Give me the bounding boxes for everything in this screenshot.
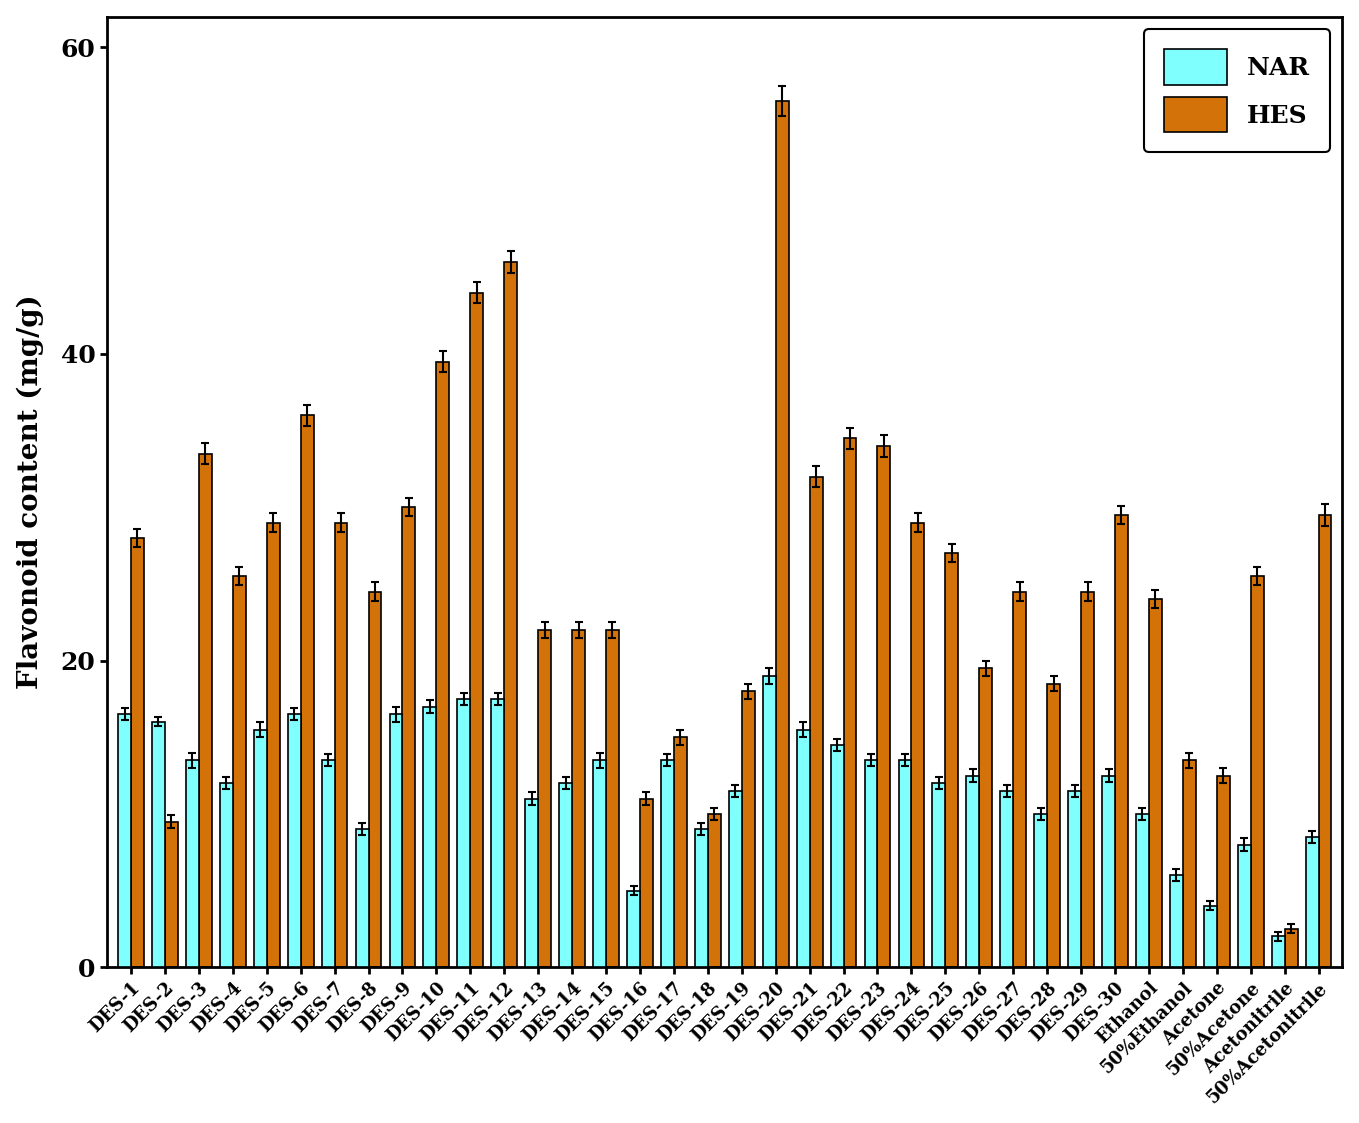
Bar [593,760,606,967]
Bar [606,630,618,967]
Bar [660,760,674,967]
Bar [220,783,232,967]
Bar [164,822,178,967]
Bar [932,783,946,967]
Bar [728,791,742,967]
Bar [1014,592,1026,967]
Bar [198,454,212,967]
Bar [266,522,280,967]
Bar [830,745,844,967]
Bar [130,538,144,967]
Bar [118,714,130,967]
Bar [1136,814,1148,967]
Bar [402,508,416,967]
Bar [1068,791,1080,967]
Bar [390,714,402,967]
Bar [1102,776,1114,967]
Bar [1238,844,1250,967]
Bar [559,783,572,967]
Bar [436,362,450,967]
Bar [626,891,640,967]
Bar [322,760,334,967]
Bar [810,476,822,967]
Bar [1148,600,1162,967]
Bar [538,630,550,967]
Bar [640,798,652,967]
Bar [1170,875,1182,967]
Bar [1318,515,1332,967]
Bar [334,522,348,967]
Bar [1080,592,1094,967]
Bar [796,730,810,967]
Bar [708,814,720,967]
Bar [470,293,484,967]
Bar [864,760,878,967]
Bar [368,592,382,967]
Bar [1114,515,1128,967]
Bar [966,776,980,967]
Bar [1034,814,1048,967]
Bar [492,699,504,967]
Bar [424,706,436,967]
Bar [1204,906,1216,967]
Bar [1306,837,1318,967]
Bar [694,829,708,967]
Bar [980,668,992,967]
Bar [776,101,788,967]
Legend: NAR, HES: NAR, HES [1144,29,1330,153]
Bar [1272,937,1284,967]
Bar [288,714,300,967]
Bar [674,737,686,967]
Bar [300,416,314,967]
Bar [1182,760,1196,967]
Bar [572,630,584,967]
Bar [152,722,164,967]
Bar [254,730,266,967]
Bar [946,554,958,967]
Bar [1048,684,1060,967]
Bar [762,676,776,967]
Bar [1250,576,1264,967]
Bar [1284,929,1298,967]
Bar [898,760,912,967]
Bar [912,522,924,967]
Bar [844,438,856,967]
Bar [458,699,470,967]
Bar [504,262,518,967]
Bar [742,692,754,967]
Bar [232,576,246,967]
Bar [1216,776,1230,967]
Bar [526,798,538,967]
Y-axis label: Flavonoid content (mg/g): Flavonoid content (mg/g) [16,294,43,690]
Bar [878,446,890,967]
Bar [356,829,368,967]
Bar [186,760,198,967]
Bar [1000,791,1014,967]
